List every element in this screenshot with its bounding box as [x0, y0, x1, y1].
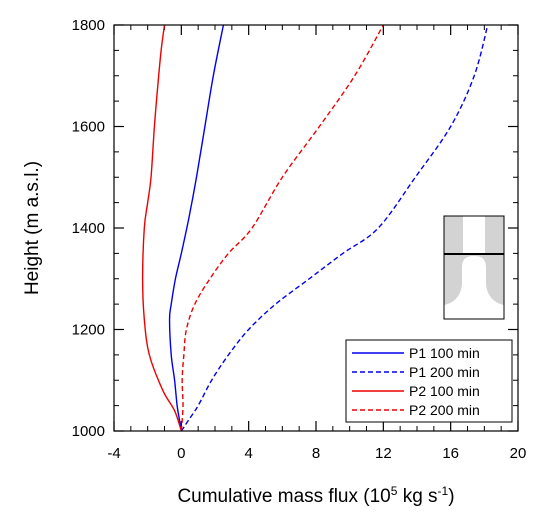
x-axis-title-close: ) [448, 486, 454, 507]
x-axis-title-exponent: 5 [391, 484, 398, 498]
legend-label: P2 100 min [409, 383, 480, 399]
x-tick-label: 4 [244, 445, 252, 462]
series-line-p2-200-min [180, 24, 384, 432]
x-tick-label: 16 [442, 445, 459, 462]
y-tick-label: 1200 [72, 322, 105, 339]
tick-labels: -4 0 4 8 12 16 20 1000 1200 1400 1600 1800 [72, 17, 527, 462]
legend-label: P2 200 min [409, 402, 480, 418]
x-tick-label: 0 [177, 445, 185, 462]
x-tick-label: 12 [375, 445, 392, 462]
y-tick-label: 1000 [72, 423, 105, 440]
legend-label: P1 100 min [409, 345, 480, 361]
legend-label: P1 200 min [409, 364, 480, 380]
inset-schematic [443, 215, 505, 320]
legend: P1 100 min P1 200 min P2 100 min P2 200 min [345, 339, 513, 423]
x-axis-title: Cumulative mass flux (105 kg s-1) [177, 484, 454, 507]
x-tick-label: 20 [510, 445, 527, 462]
inset-terrain-shape [444, 216, 504, 305]
x-axis-title-main: Cumulative mass flux (10 [177, 486, 390, 507]
legend-items: P1 100 min P1 200 min P2 100 min P2 200 min [352, 345, 480, 418]
y-axis-title: Height (m a.s.l.) [22, 161, 43, 295]
y-tick-label: 1400 [72, 220, 105, 237]
y-tick-label: 1600 [72, 119, 105, 136]
plot-frame [113, 24, 519, 432]
series-line-p2-100-min [141, 24, 182, 432]
x-tick-label: -4 [107, 445, 120, 462]
inset-frame [443, 215, 505, 320]
x-tick-label: 8 [312, 445, 320, 462]
x-axis-title-unit: kg s [397, 486, 437, 507]
x-axis-title-unit-exponent: -1 [438, 484, 449, 498]
series-lines [141, 24, 489, 432]
y-tick-label: 1800 [72, 17, 105, 34]
series-line-p1-100-min [168, 24, 225, 432]
series-line-p1-200-min [180, 24, 489, 432]
